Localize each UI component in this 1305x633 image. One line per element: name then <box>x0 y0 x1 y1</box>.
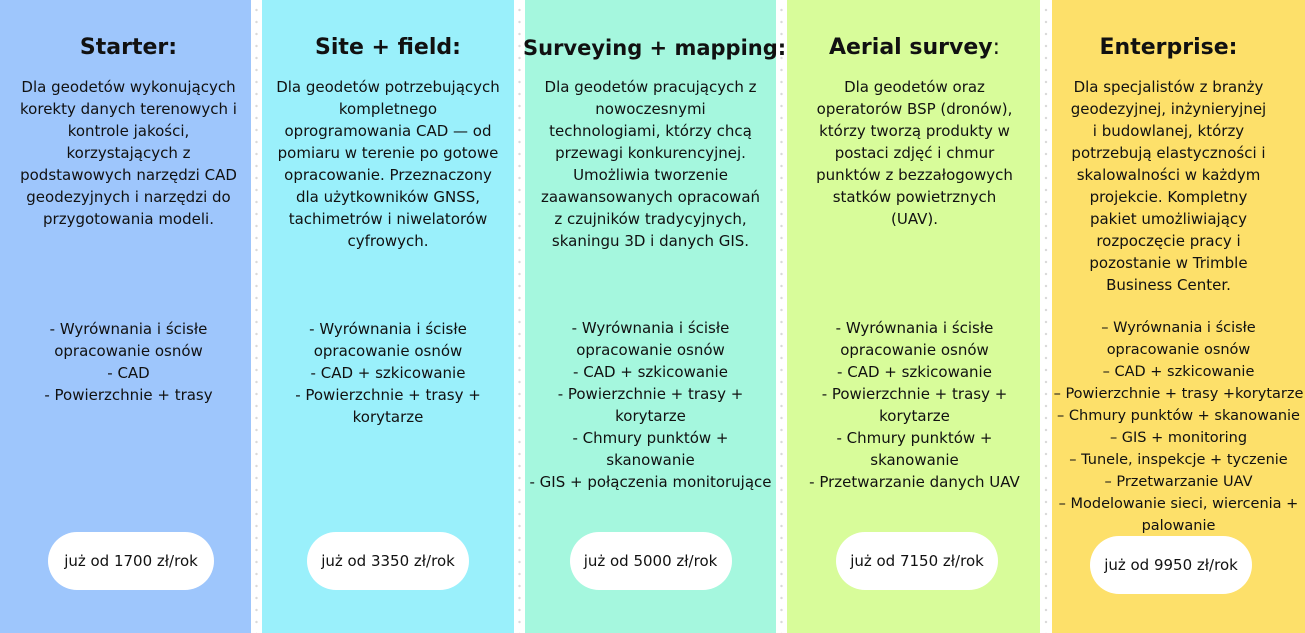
plan-description: Dla geodetów potrzebujących kompletnego … <box>276 78 500 250</box>
price-button[interactable]: już od 9950 zł/rok <box>1090 536 1252 594</box>
feature-item: - Powierzchnie + trasy + <box>295 386 481 404</box>
price-button[interactable]: już od 3350 zł/rok <box>307 532 469 590</box>
feature-item: - CAD <box>107 364 150 382</box>
feature-item: - CAD + szkicowanie <box>573 363 728 381</box>
plan-title: Surveying + mapping: <box>523 36 787 60</box>
column-divider <box>514 0 525 633</box>
feature-item: - Wyrównania i ścisłe <box>309 320 467 338</box>
plan-features: - Wyrównania i ścisłe opracowanie osnów … <box>528 317 774 493</box>
feature-item: - Powierzchnie + trasy + <box>821 385 1008 403</box>
feature-item: - Powierzchnie + trasy <box>44 386 213 404</box>
plan-card-starter: Starter: Dla geodetów wykonujących korek… <box>0 0 251 633</box>
feature-item: skanowanie <box>606 451 695 469</box>
plan-title: Aerial survey: <box>828 35 1000 60</box>
plan-card-site-field: Site + field: Dla geodetów potrzebującyc… <box>262 0 514 633</box>
plan-title: Site + field: <box>315 35 461 60</box>
feature-item: – Powierzchnie + trasy +korytarze <box>1053 386 1304 402</box>
plan-card-enterprise: Enterprise: Dla specjalistów z branży ge… <box>1052 0 1305 633</box>
feature-item: – Modelowanie sieci, wiercenia + palowan… <box>1058 496 1299 534</box>
feature-item: - Powierzchnie + trasy + <box>557 385 744 403</box>
plan-description: Dla geodetów pracujących z nowoczesnymi … <box>540 78 761 250</box>
plan-features: - Wyrównania i ścisłe opracowanie osnów … <box>795 317 1035 493</box>
column-divider <box>1040 0 1052 633</box>
feature-item: opracowanie osnów <box>313 342 463 360</box>
feature-item: – GIS + monitoring <box>1109 430 1248 446</box>
price-button[interactable]: już od 7150 zł/rok <box>836 532 998 590</box>
column-divider <box>776 0 787 633</box>
plan-card-surveying-mapping: Surveying + mapping: Dla geodetów pracuj… <box>523 0 787 633</box>
feature-item: opracowanie osnów <box>1106 342 1251 358</box>
feature-item: – Tunele, inspekcje + tyczenie <box>1069 452 1288 468</box>
feature-item: opracowanie osnów <box>54 342 203 360</box>
feature-item: - GIS + połączenia monitorujące <box>529 473 772 491</box>
feature-item: korytarze <box>879 407 950 425</box>
plan-title: Enterprise: <box>1099 35 1238 60</box>
feature-item: - CAD + szkicowanie <box>837 363 992 381</box>
price-button[interactable]: już od 5000 zł/rok <box>569 532 732 590</box>
column-divider <box>251 0 262 633</box>
feature-item: - Chmury punktów + <box>836 429 993 447</box>
feature-item: - CAD + szkicowanie <box>310 364 466 382</box>
feature-item: korytarze <box>352 408 424 426</box>
feature-item: – Przetwarzanie UAV <box>1104 474 1253 490</box>
feature-item: – Wyrównania i ścisłe <box>1101 320 1256 336</box>
plan-description: Dla geodetów oraz operatorów BSP (dronów… <box>816 78 1013 228</box>
plan-title: Starter: <box>79 35 178 60</box>
feature-item: - Wyrównania i ścisłe <box>49 320 208 338</box>
feature-item: korytarze <box>615 407 686 425</box>
feature-item: – CAD + szkicowanie <box>1102 364 1255 380</box>
feature-item: skanowanie <box>870 451 959 469</box>
feature-item: opracowanie osnów <box>840 341 989 359</box>
feature-item: opracowanie osnów <box>576 341 725 359</box>
feature-item: - Chmury punktów + <box>572 429 729 447</box>
plan-description: Dla specjalistów z branży geodezyjnej, i… <box>1070 78 1267 294</box>
plan-description: Dla geodetów wykonujących korekty danych… <box>20 78 237 228</box>
plan-features: - Wyrównania i ścisłe opracowanie osnów … <box>9 318 249 406</box>
feature-item: - Przetwarzanie danych UAV <box>809 473 1020 491</box>
feature-item: – Chmury punktów + skanowanie <box>1057 408 1300 424</box>
feature-item: - Wyrównania i ścisłe <box>835 319 994 337</box>
plan-card-aerial-survey: Aerial survey: Dla geodetów oraz operato… <box>787 0 1040 633</box>
plan-features: - Wyrównania i ścisłe opracowanie osnów … <box>268 318 508 428</box>
price-button[interactable]: już od 1700 zł/rok <box>48 532 214 590</box>
plan-features: – Wyrównania i ścisłe opracowanie osnów … <box>1052 317 1305 537</box>
feature-item: - Wyrównania i ścisłe <box>571 319 730 337</box>
